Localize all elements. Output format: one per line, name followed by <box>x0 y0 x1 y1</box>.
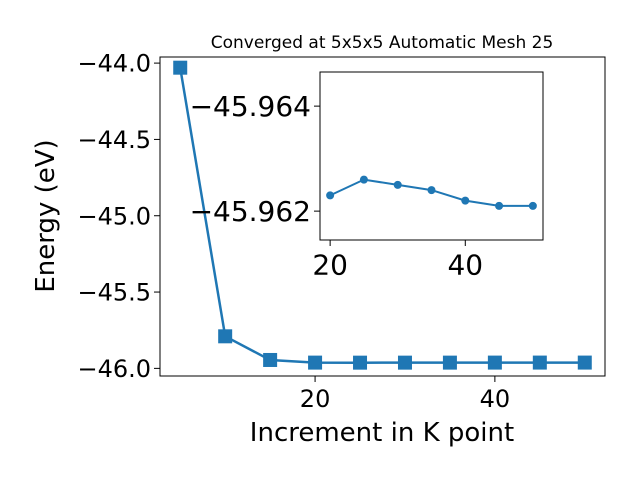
inset-plot-frame <box>319 71 544 241</box>
main-y-tick-label: −44.0 <box>77 50 151 78</box>
main-data-point <box>173 60 188 75</box>
inset-data-point <box>495 201 504 210</box>
main-x-tick-label: 20 <box>300 385 331 413</box>
main-x-tick-label: 40 <box>480 385 511 413</box>
main-y-ticks: −46.0 −45.5 −45.0 −44.5 −44.0 <box>77 50 160 383</box>
inset-data-point <box>528 201 537 210</box>
main-series-markers <box>173 60 592 370</box>
inset-series-markers <box>326 175 537 210</box>
inset-plot: 20 40 −45.962−45.964 <box>190 71 544 282</box>
chart-title: Converged at 5x5x5 Automatic Mesh 25 <box>211 33 554 53</box>
main-data-point <box>218 329 233 344</box>
main-series-line <box>178 67 585 364</box>
main-x-ticks: 20 40 <box>300 376 510 413</box>
main-plot-frame <box>159 56 606 377</box>
inset-data-point <box>359 175 368 184</box>
inset-x-tick-label: 20 <box>312 249 348 282</box>
main-y-tick-label: −44.5 <box>77 126 151 154</box>
main-y-tick-label: −45.0 <box>77 202 151 230</box>
inset-data-point <box>461 196 470 205</box>
inset-y-ticks: −45.962 −45.964 <box>190 90 320 228</box>
inset-y-tick-label: −45.964 <box>190 90 311 123</box>
inset-data-point <box>393 180 402 189</box>
inset-data-point <box>326 191 335 200</box>
inset-y-tick-label: −45.962 <box>190 195 311 228</box>
main-data-point <box>577 355 592 370</box>
inset-data-point <box>427 186 436 195</box>
y-axis-label: Energy (eV) <box>31 139 61 292</box>
main-y-tick-label: −46.0 <box>77 355 151 383</box>
inset-x-tick-label: 40 <box>447 249 483 282</box>
main-data-point <box>532 355 547 370</box>
main-data-point <box>263 352 278 367</box>
main-data-point <box>397 355 412 370</box>
main-data-point <box>308 355 323 370</box>
main-data-point <box>353 355 368 370</box>
x-axis-label: Increment in K point <box>250 418 514 448</box>
main-data-point <box>487 355 502 370</box>
main-plot: 20 40 −46.0−45.5−45.0−44.5−44.0 <box>77 50 606 413</box>
main-data-point <box>442 355 457 370</box>
main-y-tick-label: −45.5 <box>77 279 151 307</box>
inset-x-ticks: 20 40 <box>312 240 483 282</box>
